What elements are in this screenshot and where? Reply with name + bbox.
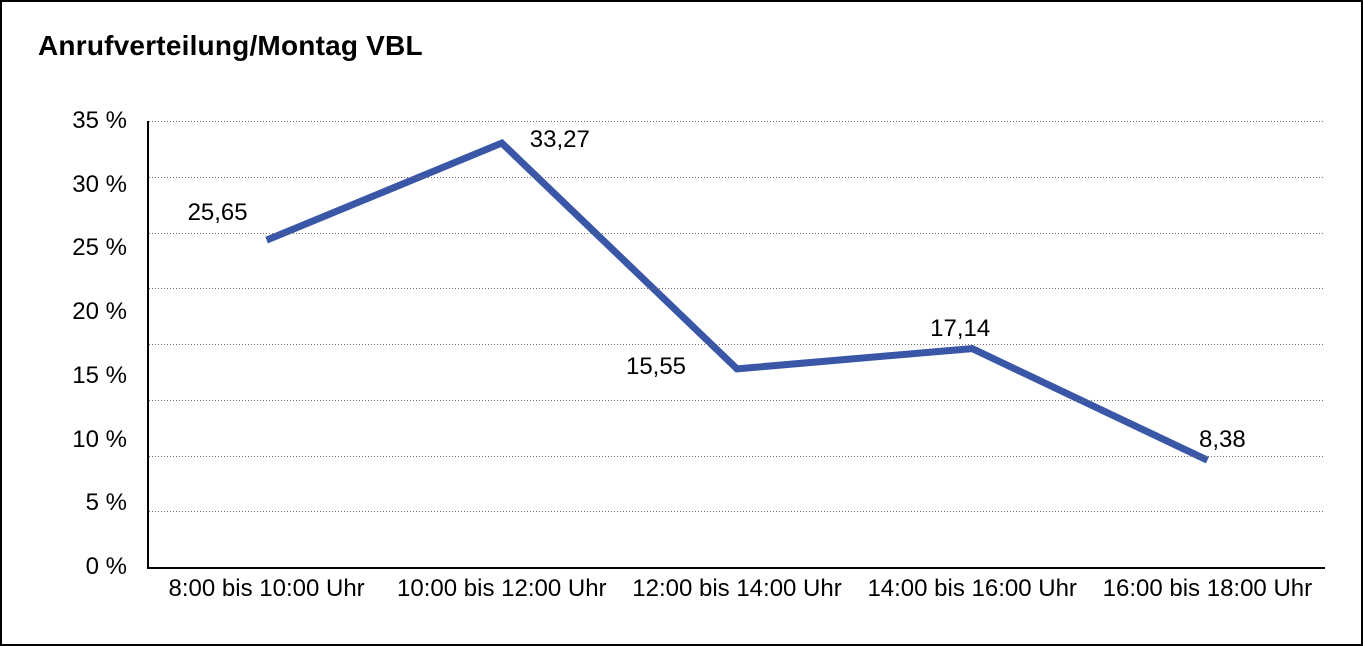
data-line-svg bbox=[265, 138, 1209, 464]
gridline bbox=[149, 232, 1325, 234]
x-axis-tick-label: 8:00 bis 10:00 Uhr bbox=[168, 575, 365, 602]
y-axis-tick-label: 20 % bbox=[72, 298, 127, 326]
y-axis-tick-label: 10 % bbox=[72, 425, 127, 453]
gridline bbox=[149, 455, 1325, 457]
data-point-label: 8,38 bbox=[1199, 426, 1246, 454]
x-axis-tick-label: 10:00 bis 12:00 Uhr bbox=[397, 575, 607, 602]
y-axis-tick-label: 25 % bbox=[72, 234, 127, 262]
gridline bbox=[149, 176, 1325, 178]
gridline bbox=[149, 121, 1325, 122]
gridline bbox=[149, 344, 1325, 345]
x-axis-tick-label: 14:00 bis 16:00 Uhr bbox=[867, 575, 1077, 602]
x-axis-tick-label: 12:00 bis 14:00 Uhr bbox=[632, 575, 842, 602]
chart-title: Anrufverteilung/Montag VBL bbox=[38, 30, 423, 61]
plot-area bbox=[147, 121, 1325, 569]
y-axis-tick-label: 0 % bbox=[85, 553, 127, 580]
data-line bbox=[265, 138, 1209, 464]
gridline bbox=[149, 399, 1325, 401]
data-point-label: 15,55 bbox=[625, 352, 687, 380]
y-axis-tick-label: 35 % bbox=[72, 107, 127, 134]
data-point-label: 33,27 bbox=[529, 126, 590, 154]
data-point-label: 25,65 bbox=[187, 199, 248, 227]
data-point-label: 17,14 bbox=[930, 314, 991, 342]
y-axis-tick-label: 30 % bbox=[72, 170, 127, 198]
gridline bbox=[149, 288, 1325, 290]
y-axis-tick-label: 5 % bbox=[85, 489, 127, 517]
gridline bbox=[149, 511, 1325, 513]
y-axis-tick-label: 15 % bbox=[72, 361, 127, 389]
x-axis-tick-label: 16:00 bis 18:00 Uhr bbox=[1102, 575, 1313, 602]
